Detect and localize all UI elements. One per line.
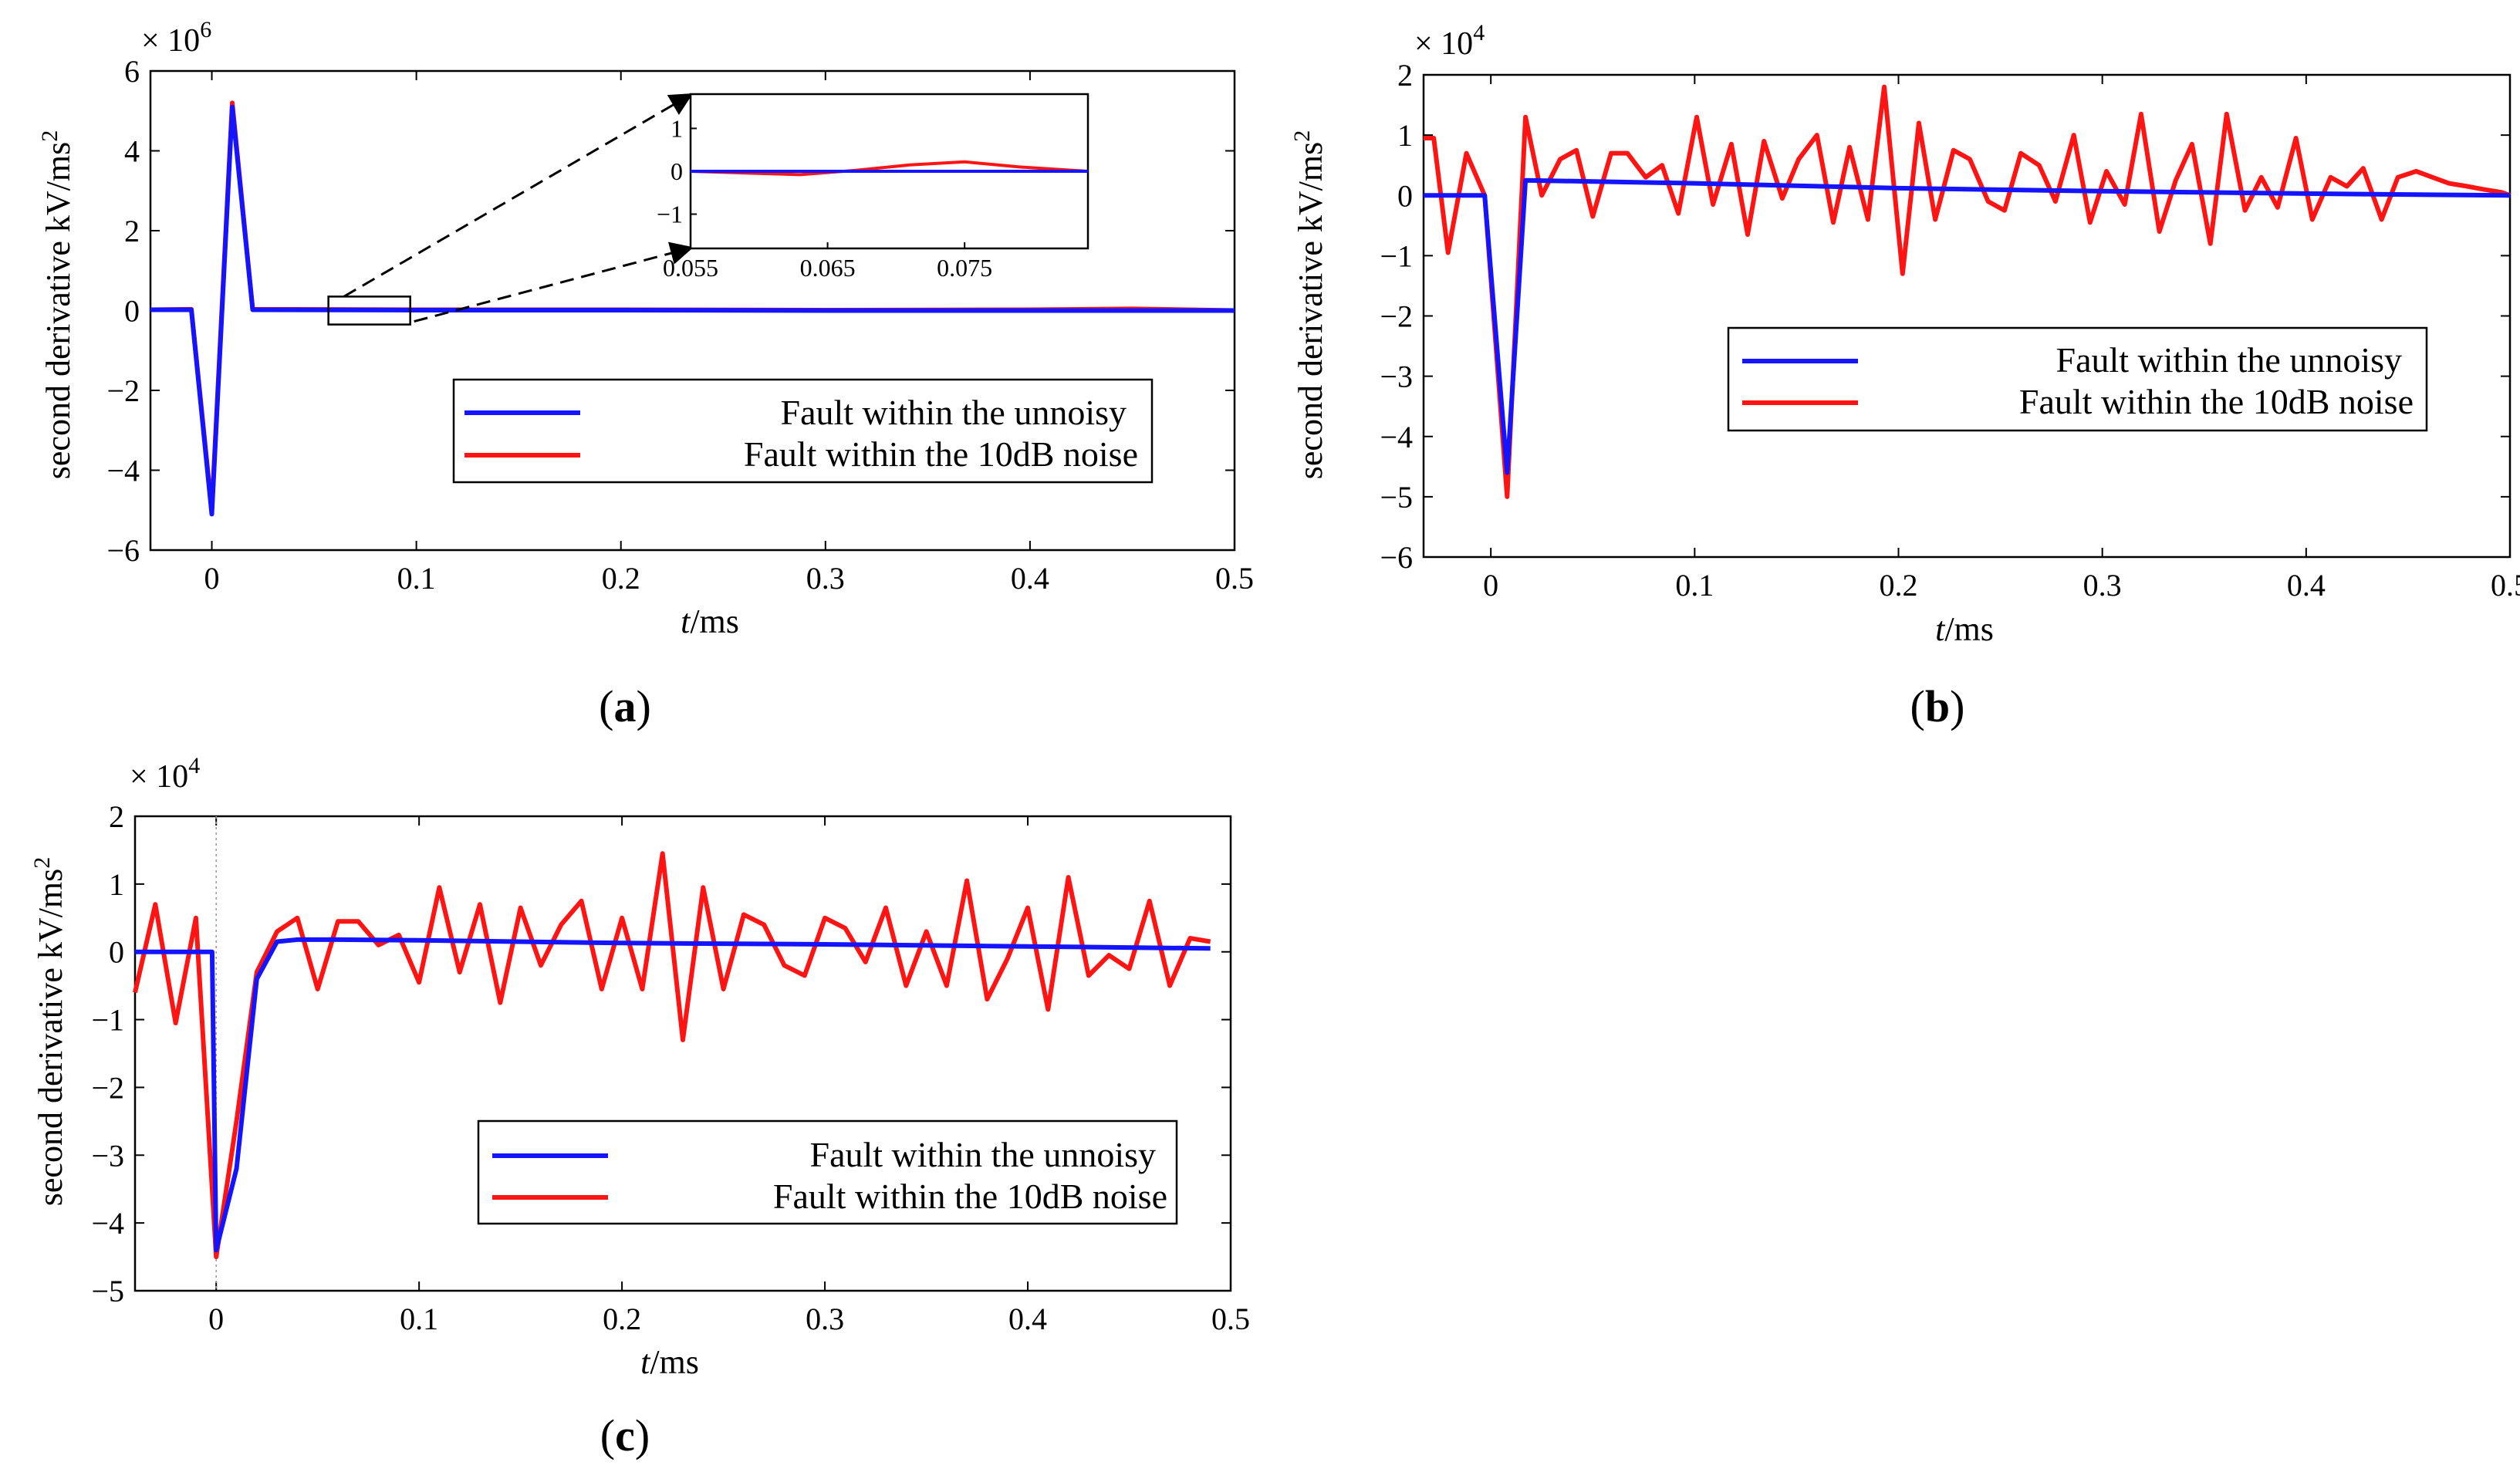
x-tick-label-a: 0.4 [1011, 561, 1049, 596]
y-tick-label-a: 2 [124, 214, 140, 248]
y-tick-label-c: −1 [91, 1003, 124, 1038]
y-tick-label-a: −6 [106, 533, 140, 568]
x-axis-label-a: t/ms [681, 603, 739, 640]
legend-text-noise-c: Fault within the 10dB noise [773, 1177, 1167, 1216]
chart-panel-a: 0 0.1 0.2 0.3 0.4 0.5 −6 −4 −2 0 2 4 6 0.055 0.065 0.07… [0, 0, 1265, 756]
x-tick-label-b: 0.5 [2491, 568, 2520, 603]
inset-x-tick-label: 0.055 [663, 254, 718, 282]
x-tick-label-a: 0.5 [1215, 561, 1254, 596]
legend-text-unnoisy-c: Fault within the unnoisy [810, 1135, 1157, 1174]
panel-label-a: (a) [599, 681, 651, 731]
x-tick-label-c: 0.3 [806, 1302, 844, 1336]
legend-a: Fault within the unnoisy Fault within th… [452, 378, 1154, 484]
x-tick-label-c: 0.4 [1008, 1302, 1047, 1336]
y-tick-label-c: 1 [109, 867, 124, 902]
y-tick-label-b: −4 [1380, 420, 1413, 454]
legend-box-b [1727, 326, 2428, 432]
x-tick-label-c: 0.5 [1211, 1302, 1250, 1336]
x-tick-label-a: 0.1 [397, 561, 436, 596]
axes-frame-b [1422, 73, 2512, 559]
inset-x-tick-label: 0.065 [800, 254, 856, 282]
x-tick-label-a: 0.2 [602, 561, 640, 596]
plot-area-c: 0 0.1 0.2 0.3 0.4 0.5 −5 −4 −3 −2 −1 0 1 2 [91, 799, 1250, 1336]
series-line-noise-b [1424, 84, 2512, 499]
chart-panel-c: 0 0.1 0.2 0.3 0.4 0.5 −5 −4 −3 −2 −1 0 1 2 × 104 seco… [0, 753, 1265, 1479]
plot-area-a: 0 0.1 0.2 0.3 0.4 0.5 −6 −4 −2 0 2 4 6 0.055 0.065 0.07… [106, 54, 1254, 596]
zoom-box-a [327, 295, 411, 326]
y-tick-label-c: −3 [91, 1138, 124, 1173]
y-tick-label-a: −4 [106, 454, 140, 488]
chart-a-svg: 0 0.1 0.2 0.3 0.4 0.5 −6 −4 −2 0 2 4 6 0.055 0.065 0.07… [37, 17, 1254, 731]
y-tick-label-c: −2 [91, 1070, 124, 1105]
zoom-arrow-top-a [343, 93, 694, 298]
chart-c-svg: 0 0.1 0.2 0.3 0.4 0.5 −5 −4 −3 −2 −1 0 1 2 × 104 seco… [29, 753, 1250, 1460]
legend-box-a [452, 378, 1154, 484]
legend-text-noise-b: Fault within the 10dB noise [2019, 382, 2414, 421]
series-line-unnoisy-b [1424, 177, 2511, 475]
y-tick-label-a: −2 [106, 373, 140, 408]
axes-frame-c [133, 815, 1232, 1292]
x-tick-label-b: 0.2 [1880, 568, 1918, 603]
y-tick-label-b: 0 [1397, 178, 1413, 213]
y-tick-label-c: 0 [109, 935, 124, 970]
scale-factor-b: × 104 [1414, 20, 1485, 62]
y-tick-label-a: 0 [124, 294, 140, 329]
x-tick-label-c: 0.1 [400, 1302, 438, 1336]
inset-x-tick-label: 0.075 [937, 254, 992, 282]
y-tick-label-c: −5 [91, 1274, 124, 1308]
scale-factor-c: × 104 [130, 753, 200, 795]
inset-y-tick-label: 0 [671, 157, 683, 185]
zoom-arrow-bottom-a [414, 241, 694, 323]
legend-box-c [477, 1119, 1178, 1225]
panel-label-b: (b) [1910, 681, 1965, 731]
inset-series-line-noise [690, 160, 1089, 177]
y-tick-label-b: 2 [1397, 58, 1413, 93]
x-tick-label-b: 0.4 [2287, 568, 2326, 603]
y-tick-label-c: −4 [91, 1206, 124, 1241]
x-axis-label-b: t/ms [1935, 610, 1994, 648]
y-axis-label-c: second derivative kV/ms2 [29, 857, 69, 1206]
legend-text-unnoisy-a: Fault within the unnoisy [781, 393, 1127, 432]
x-tick-label-c: 0 [208, 1302, 224, 1336]
inset-y-tick-label: 1 [671, 114, 683, 142]
legend-c: Fault within the unnoisy Fault within th… [477, 1119, 1178, 1225]
series-line-unnoisy-c [135, 937, 1211, 1253]
plot-area-b: 0 0.1 0.2 0.3 0.4 0.5 −6 −5 −4 −3 −2 −1 0 1 2 [1380, 58, 2520, 603]
x-tick-label-a: 0.3 [806, 561, 845, 596]
chart-panel-b: 0 0.1 0.2 0.3 0.4 0.5 −6 −5 −4 −3 −2 −1 0 1 2 × 104 se… [1260, 0, 2520, 756]
x-axis-label-c: t/ms [640, 1343, 699, 1381]
y-tick-label-b: 1 [1397, 118, 1413, 153]
y-axis-label-b: second derivative kV/ms2 [1289, 130, 1329, 479]
y-tick-label-c: 2 [109, 799, 124, 834]
y-tick-label-b: −2 [1380, 299, 1413, 334]
y-tick-label-a: 4 [124, 134, 140, 169]
y-tick-label-a: 6 [124, 54, 140, 89]
y-tick-label-b: −6 [1380, 540, 1413, 575]
y-tick-label-b: −1 [1380, 238, 1413, 273]
x-tick-label-c: 0.2 [603, 1302, 641, 1336]
legend-b: Fault within the unnoisy Fault within th… [1727, 326, 2428, 432]
x-tick-label-b: 0.1 [1675, 568, 1714, 603]
y-axis-label-a: second derivative kV/ms2 [37, 130, 77, 479]
inset-y-tick-label: −1 [657, 201, 683, 228]
legend-text-noise-a: Fault within the 10dB noise [744, 434, 1138, 474]
x-tick-label-b: 0 [1483, 568, 1498, 603]
x-tick-label-a: 0 [204, 561, 220, 596]
legend-text-unnoisy-b: Fault within the unnoisy [2056, 340, 2403, 380]
series-line-noise-c [133, 851, 1211, 1260]
series-line-unnoisy-a [150, 104, 1235, 517]
scale-factor-a: × 106 [141, 17, 211, 59]
y-tick-label-b: −5 [1380, 480, 1413, 515]
x-tick-label-b: 0.3 [2083, 568, 2122, 603]
panel-label-c: (c) [600, 1410, 650, 1460]
y-tick-label-b: −3 [1380, 360, 1413, 394]
chart-b-svg: 0 0.1 0.2 0.3 0.4 0.5 −6 −5 −4 −3 −2 −1 0 1 2 × 104 se… [1289, 20, 2520, 731]
